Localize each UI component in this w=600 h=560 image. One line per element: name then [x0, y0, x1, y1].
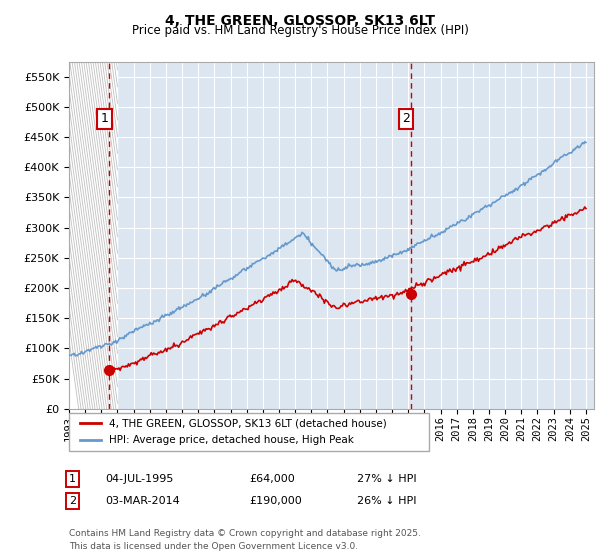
Text: 1: 1 — [69, 474, 76, 484]
Text: 26% ↓ HPI: 26% ↓ HPI — [357, 496, 416, 506]
Text: HPI: Average price, detached house, High Peak: HPI: Average price, detached house, High… — [109, 435, 353, 445]
Text: Price paid vs. HM Land Registry's House Price Index (HPI): Price paid vs. HM Land Registry's House … — [131, 24, 469, 37]
FancyBboxPatch shape — [69, 413, 429, 451]
Text: 4, THE GREEN, GLOSSOP, SK13 6LT (detached house): 4, THE GREEN, GLOSSOP, SK13 6LT (detache… — [109, 418, 386, 428]
Text: 4, THE GREEN, GLOSSOP, SK13 6LT: 4, THE GREEN, GLOSSOP, SK13 6LT — [165, 14, 435, 28]
Text: 2: 2 — [402, 113, 410, 125]
Text: Contains HM Land Registry data © Crown copyright and database right 2025.
This d: Contains HM Land Registry data © Crown c… — [69, 529, 421, 550]
Text: 03-MAR-2014: 03-MAR-2014 — [105, 496, 180, 506]
Text: 1: 1 — [101, 113, 109, 125]
Text: 2: 2 — [69, 496, 76, 506]
Text: 27% ↓ HPI: 27% ↓ HPI — [357, 474, 416, 484]
Text: £190,000: £190,000 — [249, 496, 302, 506]
Text: 04-JUL-1995: 04-JUL-1995 — [105, 474, 173, 484]
Text: £64,000: £64,000 — [249, 474, 295, 484]
